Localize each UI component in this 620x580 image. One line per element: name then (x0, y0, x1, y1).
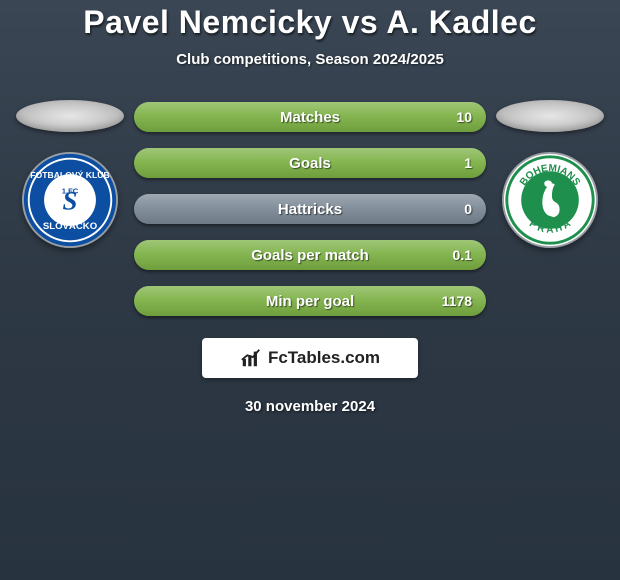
comparison-card: Pavel Nemcicky vs A. Kadlec Club competi… (0, 0, 620, 445)
logo-box[interactable]: FcTables.com (202, 338, 418, 378)
subtitle: Club competitions, Season 2024/2025 (0, 51, 620, 68)
svg-text:1.FC: 1.FC (62, 186, 79, 195)
club-right-badge: BOHEMIANS P R A H A (502, 152, 598, 248)
svg-text:FOTBALOVÝ KLUB: FOTBALOVÝ KLUB (30, 169, 110, 180)
shield-icon: BOHEMIANS P R A H A (502, 152, 598, 248)
stat-value-right: 1178 (442, 286, 472, 316)
player-right-photo (496, 100, 604, 132)
stat-bar: Min per goal1178 (134, 286, 486, 316)
club-left-badge: FOTBALOVÝ KLUB SLOVÁCKO S 1.FC (22, 152, 118, 248)
stat-bar: Goals1 (134, 148, 486, 178)
stat-bar: Goals per match0.1 (134, 240, 486, 270)
stat-label: Hattricks (134, 194, 486, 224)
stat-label: Matches (134, 102, 486, 132)
stat-label: Min per goal (134, 286, 486, 316)
stat-value-right: 10 (456, 102, 472, 132)
player-right-column: BOHEMIANS P R A H A (496, 100, 604, 248)
stat-value-right: 0.1 (453, 240, 472, 270)
stat-label: Goals (134, 148, 486, 178)
stat-bar: Matches10 (134, 102, 486, 132)
stat-label: Goals per match (134, 240, 486, 270)
player-left-photo (16, 100, 124, 132)
page-title: Pavel Nemcicky vs A. Kadlec (0, 4, 620, 41)
stat-value-right: 0 (464, 194, 472, 224)
stat-value-right: 1 (464, 148, 472, 178)
svg-text:SLOVÁCKO: SLOVÁCKO (43, 221, 98, 232)
chart-icon (240, 347, 262, 369)
stat-bars: Matches10Goals1Hattricks0Goals per match… (134, 100, 486, 316)
date-text: 30 november 2024 (0, 398, 620, 415)
player-left-column: FOTBALOVÝ KLUB SLOVÁCKO S 1.FC (16, 100, 124, 248)
stat-bar: Hattricks0 (134, 194, 486, 224)
comparison-layout: FOTBALOVÝ KLUB SLOVÁCKO S 1.FC Matches10… (0, 100, 620, 316)
shield-icon: FOTBALOVÝ KLUB SLOVÁCKO S 1.FC (22, 152, 118, 248)
logo-text: FcTables.com (268, 348, 380, 368)
